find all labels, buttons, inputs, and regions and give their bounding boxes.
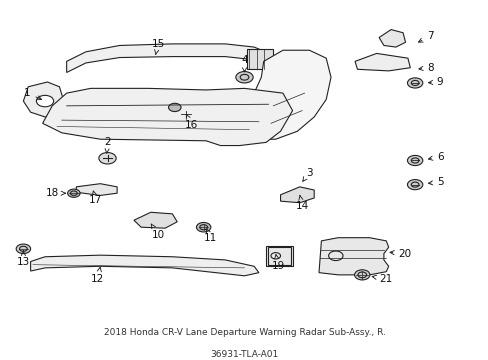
- Text: 2018 Honda CR-V Lane Departure Warning Radar Sub-Assy., R.: 2018 Honda CR-V Lane Departure Warning R…: [103, 328, 385, 337]
- Text: 20: 20: [389, 248, 410, 258]
- Text: 2: 2: [104, 138, 111, 153]
- Text: 18: 18: [46, 188, 65, 198]
- Polygon shape: [378, 30, 405, 47]
- Text: 19: 19: [271, 255, 284, 271]
- Circle shape: [168, 103, 181, 112]
- Polygon shape: [42, 88, 292, 145]
- Text: 1: 1: [24, 88, 41, 100]
- Text: 10: 10: [151, 224, 164, 239]
- Circle shape: [99, 153, 116, 164]
- Polygon shape: [280, 187, 314, 203]
- Text: 13: 13: [17, 251, 30, 266]
- Polygon shape: [76, 184, 117, 195]
- Bar: [246, 49, 273, 69]
- Polygon shape: [134, 212, 177, 228]
- Circle shape: [407, 180, 422, 190]
- Text: 15: 15: [151, 39, 164, 54]
- Circle shape: [177, 108, 194, 120]
- Text: 9: 9: [427, 77, 443, 87]
- Text: 14: 14: [295, 195, 308, 211]
- Polygon shape: [318, 238, 388, 275]
- Text: 16: 16: [184, 114, 198, 130]
- Circle shape: [36, 95, 54, 107]
- Circle shape: [407, 78, 422, 88]
- Bar: [267, 247, 290, 265]
- Circle shape: [67, 189, 80, 197]
- Polygon shape: [354, 53, 409, 71]
- Circle shape: [196, 222, 210, 232]
- Polygon shape: [31, 255, 258, 276]
- Text: 6: 6: [427, 152, 443, 162]
- Circle shape: [354, 270, 369, 280]
- Text: 5: 5: [427, 177, 443, 187]
- Text: 3: 3: [302, 167, 312, 181]
- Circle shape: [235, 72, 253, 83]
- Text: 4: 4: [241, 55, 247, 72]
- Text: 7: 7: [418, 31, 433, 42]
- Text: 17: 17: [89, 191, 102, 204]
- Text: 11: 11: [204, 229, 217, 243]
- Polygon shape: [246, 50, 330, 139]
- Text: 36931-TLA-A01: 36931-TLA-A01: [210, 351, 278, 360]
- Circle shape: [407, 156, 422, 166]
- Polygon shape: [66, 44, 273, 72]
- Text: 8: 8: [418, 63, 433, 73]
- Bar: [265, 246, 292, 266]
- Polygon shape: [23, 82, 64, 117]
- Circle shape: [16, 244, 31, 253]
- Text: 21: 21: [371, 274, 391, 284]
- Text: 12: 12: [91, 267, 104, 284]
